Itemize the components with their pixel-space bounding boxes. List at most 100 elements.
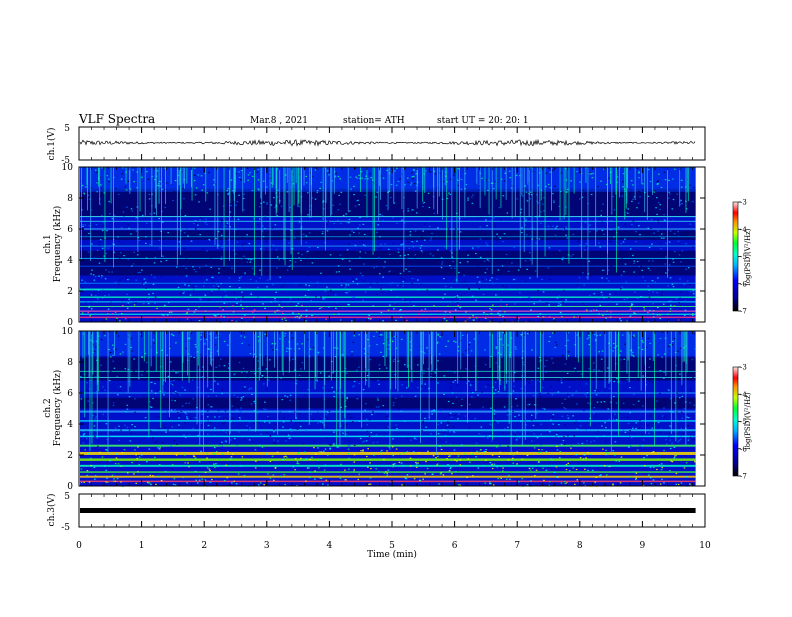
noise-speckle xyxy=(362,449,364,451)
noise-speckle xyxy=(342,409,344,411)
noise-speckle xyxy=(176,443,178,445)
noise-speckle xyxy=(210,290,213,292)
noise-speckle xyxy=(675,483,678,485)
noise-speckle xyxy=(321,424,324,427)
noise-speckle xyxy=(659,337,662,340)
noise-speckle xyxy=(389,196,392,199)
noise-speckle xyxy=(289,428,292,430)
noise-speckle xyxy=(675,356,678,358)
noise-speckle xyxy=(689,389,692,391)
noise-speckle xyxy=(317,447,319,449)
noise-speckle xyxy=(422,230,424,232)
noise-speckle xyxy=(370,251,373,253)
noise-speckle xyxy=(248,421,250,423)
noise-speckle xyxy=(635,422,638,424)
noise-speckle xyxy=(203,281,206,284)
noise-speckle xyxy=(522,364,525,366)
noise-speckle xyxy=(202,285,205,287)
noise-speckle xyxy=(587,451,589,454)
sferic-streak xyxy=(161,167,162,257)
sferic-streak xyxy=(442,167,443,220)
noise-speckle xyxy=(516,437,519,439)
noise-speckle xyxy=(404,406,407,408)
noise-speckle xyxy=(88,198,91,200)
noise-speckle xyxy=(674,251,676,253)
noise-speckle xyxy=(521,231,523,234)
sferic-streak xyxy=(565,167,567,215)
noise-speckle xyxy=(399,453,401,455)
noise-speckle xyxy=(375,434,378,436)
noise-speckle xyxy=(534,219,537,221)
noise-speckle xyxy=(82,287,84,289)
sferic-streak xyxy=(403,167,405,273)
spectral-line xyxy=(80,288,696,291)
noise-speckle xyxy=(106,230,108,232)
noise-speckle xyxy=(238,417,241,419)
noise-speckle xyxy=(633,471,636,473)
noise-speckle xyxy=(388,344,390,346)
ch3-ytick-top: 5 xyxy=(64,492,70,502)
noise-speckle xyxy=(652,479,655,481)
noise-speckle xyxy=(111,474,114,476)
sferic-streak xyxy=(279,167,281,204)
noise-speckle xyxy=(517,481,520,483)
noise-speckle xyxy=(152,475,154,477)
noise-speckle xyxy=(339,203,341,205)
noise-speckle xyxy=(414,230,417,232)
noise-speckle xyxy=(248,406,250,408)
noise-speckle xyxy=(545,302,548,304)
noise-speckle xyxy=(464,350,467,352)
noise-speckle xyxy=(590,441,592,443)
noise-speckle xyxy=(178,241,181,243)
noise-speckle xyxy=(353,335,356,337)
sferic-streak xyxy=(291,167,293,270)
noise-speckle xyxy=(485,242,487,244)
noise-speckle xyxy=(554,234,557,236)
noise-speckle xyxy=(183,248,186,250)
sferic-streak xyxy=(311,167,312,218)
noise-speckle xyxy=(564,398,566,400)
sferic-streak xyxy=(379,167,381,186)
noise-speckle xyxy=(559,190,562,192)
noise-speckle xyxy=(204,479,207,481)
noise-speckle xyxy=(238,331,241,333)
noise-speckle xyxy=(577,367,580,369)
noise-speckle xyxy=(486,259,489,261)
noise-speckle xyxy=(301,202,304,204)
noise-speckle xyxy=(608,297,610,299)
noise-speckle xyxy=(411,241,414,243)
noise-speckle xyxy=(111,271,113,273)
noise-speckle xyxy=(281,318,284,320)
noise-speckle xyxy=(356,177,359,179)
noise-speckle xyxy=(170,383,172,385)
noise-speckle xyxy=(421,411,423,413)
noise-speckle xyxy=(344,469,346,471)
noise-speckle xyxy=(578,210,581,212)
noise-speckle xyxy=(80,398,83,400)
noise-speckle xyxy=(629,315,632,317)
noise-speckle xyxy=(521,209,524,212)
noise-speckle xyxy=(96,191,98,193)
noise-speckle xyxy=(220,315,222,317)
noise-speckle xyxy=(337,209,340,211)
noise-speckle xyxy=(476,283,478,285)
sferic-streak xyxy=(644,167,646,213)
noise-speckle xyxy=(441,261,444,263)
noise-speckle xyxy=(163,394,165,396)
noise-speckle xyxy=(165,191,167,194)
sferic-streak xyxy=(521,331,523,446)
noise-speckle xyxy=(553,318,555,320)
noise-speckle xyxy=(80,376,82,378)
noise-speckle xyxy=(188,285,190,287)
noise-speckle xyxy=(669,310,672,312)
ch2-spectrogram-image xyxy=(79,331,705,488)
noise-speckle xyxy=(225,464,227,466)
noise-speckle xyxy=(671,442,673,444)
noise-speckle xyxy=(613,236,615,238)
noise-speckle xyxy=(171,399,173,401)
noise-speckle xyxy=(430,354,432,356)
sferic-streak xyxy=(397,331,399,392)
sferic-streak xyxy=(531,167,533,265)
noise-speckle xyxy=(520,388,523,390)
noise-speckle xyxy=(383,266,385,268)
